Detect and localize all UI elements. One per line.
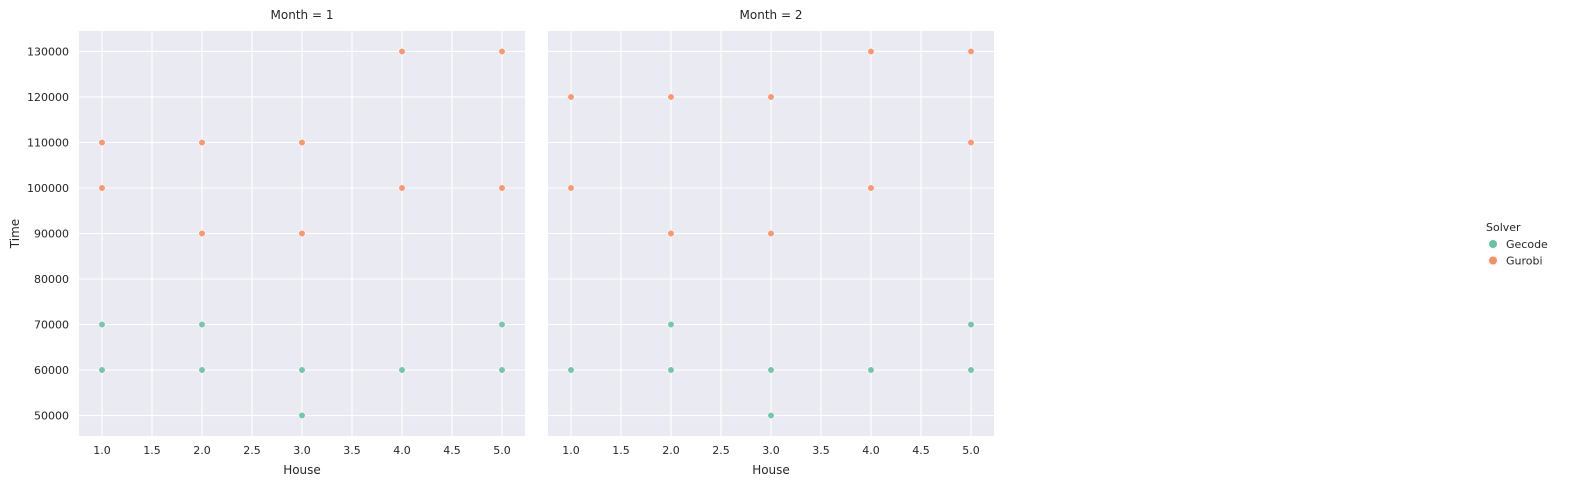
facet-panel-1: 1.0 1.5 2.0 2.5 3.0 3.5 4.0 4.5 5.0 50000 60000 700… [8, 8, 525, 477]
x-tick-label: 1.0 [93, 444, 111, 457]
gurobi-point [767, 93, 775, 101]
gurobi-point [298, 229, 306, 238]
y-axis-label: Time [8, 219, 22, 249]
gecode-point [498, 366, 506, 374]
gecode-legend-marker [1489, 240, 1497, 248]
x-tick-label: 1.5 [612, 444, 630, 457]
x-tick-label: 1.5 [143, 444, 161, 457]
y-tick-label: 130000 [27, 45, 69, 58]
gecode-point [298, 366, 306, 374]
x-tick-label: 2.0 [193, 444, 211, 457]
y-tick-label: 90000 [34, 228, 69, 241]
x-tick-label: 3.5 [812, 444, 830, 457]
gecode-point [198, 366, 206, 374]
y-tick-label: 110000 [27, 136, 69, 149]
x-tick-label: 4.0 [393, 444, 411, 457]
gecode-point [967, 320, 975, 329]
gurobi-point [398, 184, 406, 192]
gecode-point [767, 411, 775, 420]
gecode-point [667, 320, 675, 329]
legend-entry-gurobi: Gurobi [1506, 255, 1543, 268]
gecode-point [967, 366, 975, 374]
gurobi-point [567, 93, 575, 101]
gecode-point [667, 366, 675, 374]
x-tick-label: 4.5 [443, 444, 461, 457]
gecode-point [567, 366, 575, 374]
gecode-point [867, 366, 875, 374]
x-tick-label: 1.0 [562, 444, 580, 457]
y-tick-label: 50000 [34, 410, 69, 423]
gurobi-point [498, 47, 506, 56]
x-axis-label: House [283, 463, 321, 477]
x-tick-label: 2.0 [662, 444, 680, 457]
x-tick-label: 5.0 [493, 444, 511, 457]
gurobi-point [298, 138, 306, 147]
x-axis-label: House [752, 463, 790, 477]
gecode-point [98, 366, 106, 374]
gecode-point [298, 411, 306, 420]
gurobi-point [967, 47, 975, 56]
legend-entry-gecode: Gecode [1506, 238, 1548, 251]
y-tick-label: 120000 [27, 91, 69, 104]
gurobi-point [198, 229, 206, 238]
x-tick-label: 5.0 [962, 444, 980, 457]
legend-title: Solver [1486, 221, 1521, 234]
x-tick-label: 4.5 [912, 444, 930, 457]
gurobi-point [198, 138, 206, 147]
gurobi-point [867, 184, 875, 192]
gecode-point [98, 320, 106, 329]
gurobi-legend-marker [1489, 256, 1497, 265]
gecode-point [767, 366, 775, 374]
gecode-point [498, 320, 506, 329]
gurobi-point [98, 184, 106, 192]
y-tick-label: 100000 [27, 182, 69, 195]
x-tick-label: 4.0 [862, 444, 880, 457]
gurobi-point [398, 47, 406, 56]
y-tick-label: 80000 [34, 273, 69, 286]
gecode-point [398, 366, 406, 374]
gurobi-point [867, 47, 875, 56]
gurobi-point [767, 229, 775, 238]
y-tick-label: 70000 [34, 319, 69, 332]
panel-title: Month = 1 [271, 8, 334, 22]
x-tick-label: 3.0 [293, 444, 311, 457]
x-tick-label: 3.5 [343, 444, 361, 457]
gecode-point [198, 320, 206, 329]
x-tick-label: 3.0 [762, 444, 780, 457]
facet-panel-2: 1.0 1.5 2.0 2.5 3.0 3.5 4.0 4.5 5.0 House Month = … [548, 8, 994, 477]
gurobi-point [498, 184, 506, 192]
gurobi-point [967, 138, 975, 147]
gurobi-point [667, 93, 675, 101]
gurobi-point [98, 138, 106, 147]
legend: Solver Gecode Gurobi [1486, 221, 1548, 268]
gurobi-point [567, 184, 575, 192]
x-tick-label: 2.5 [243, 444, 261, 457]
panel-title: Month = 2 [740, 8, 803, 22]
gurobi-point [667, 229, 675, 238]
x-tick-label: 2.5 [712, 444, 730, 457]
y-tick-label: 60000 [34, 364, 69, 377]
